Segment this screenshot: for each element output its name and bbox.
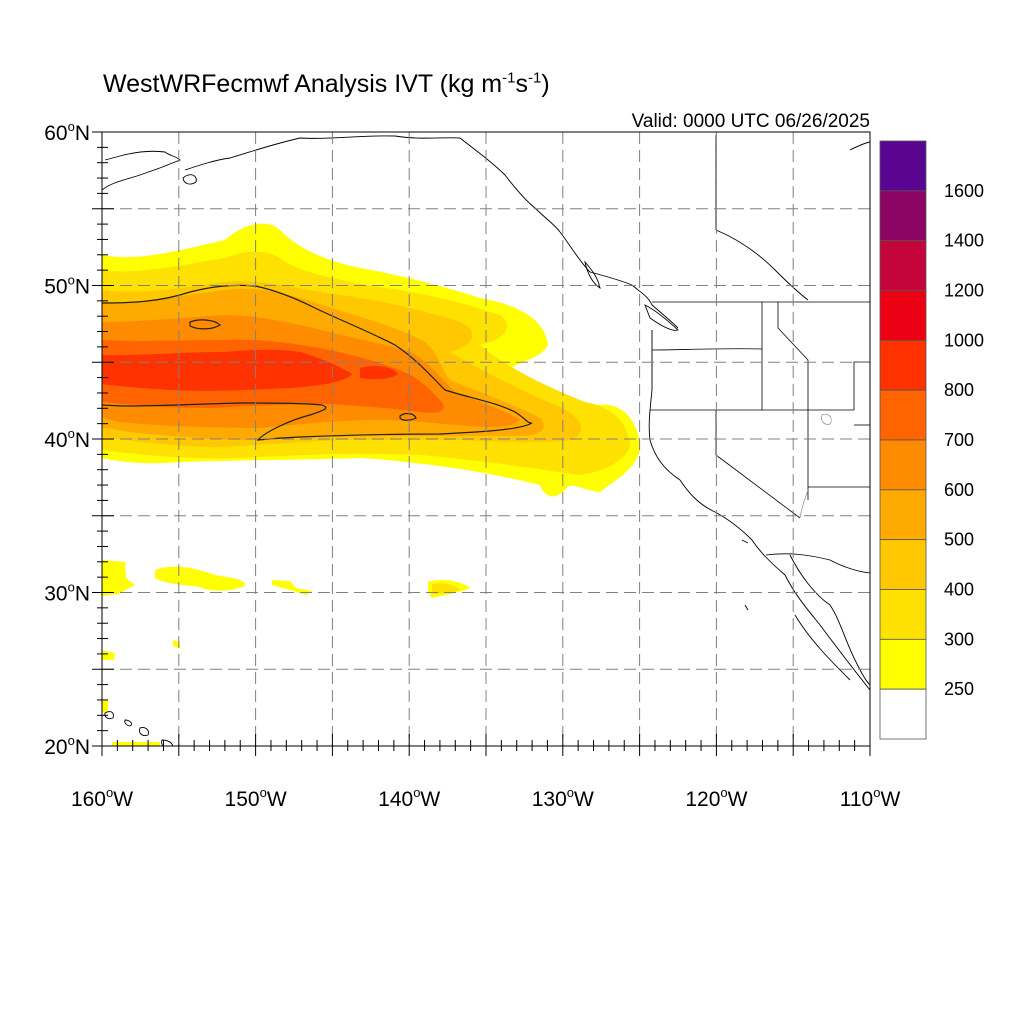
island-vancouver: [644, 304, 679, 331]
island-hawaii-3: [139, 727, 149, 736]
lon-label: 110oW: [840, 785, 901, 811]
tick-marks: [92, 131, 871, 756]
colorbar-label: 300: [944, 629, 974, 649]
colorbar-label: 250: [944, 679, 974, 699]
lake-great-salt: [821, 413, 832, 425]
lon-label: 120oW: [685, 785, 747, 811]
ivt-contour-line-500-inner: [189, 319, 221, 330]
lat-label: 20oN: [44, 733, 90, 759]
lon-label: 140oW: [378, 785, 440, 811]
colorbar-swatch: [879, 489, 927, 541]
colorbar-swatch: [879, 140, 927, 192]
island-channel: [741, 539, 749, 544]
colorbar-swatch: [879, 539, 927, 590]
coast-alaska-west: [102, 150, 181, 191]
ivt-contour-line-500: [102, 284, 533, 441]
island-haida: [584, 260, 601, 289]
lat-labels: 60oN 50oN 40oN 30oN 20oN: [44, 119, 90, 759]
coastlines: [102, 135, 870, 746]
border-wa-or: [651, 348, 763, 351]
valid-time: Valid: 0000 UTC 06/26/2025: [631, 111, 870, 132]
colorbar-label: 1200: [944, 281, 984, 301]
colorbar-swatch: [879, 389, 927, 441]
colorbar-swatch: [879, 638, 927, 690]
state-borders: [650, 301, 870, 574]
lon-labels: 160oW 150oW 140oW 130oW 120oW 110oW: [71, 785, 901, 811]
colorbar-swatch: [879, 240, 927, 291]
ivt-patch-250g: [112, 742, 160, 746]
coast-baja-gulf: [789, 554, 870, 686]
colorbar-swatch: [879, 339, 927, 391]
border-mexico: [765, 553, 870, 574]
ivt-patch-250a: [102, 560, 135, 596]
island-kodiak: [182, 174, 197, 185]
ivt-patch-250c: [272, 580, 312, 595]
border-id-mt: [777, 302, 809, 410]
coast-baja-west: [794, 614, 851, 681]
ivt-patch-250e: [102, 650, 115, 660]
island-hawaii-4: [161, 739, 174, 746]
colorbar-label: 1600: [944, 181, 984, 201]
river-colorado: [799, 489, 809, 519]
lakes-rivers: [715, 413, 832, 519]
ivt-patch-250h: [173, 640, 180, 648]
colorbar-swatch: [879, 439, 927, 491]
island-hawaii-1: [104, 711, 114, 720]
colorbar-label: 1000: [944, 330, 984, 350]
colorbar-label: 700: [944, 430, 974, 450]
colorbar-label: 500: [944, 530, 974, 550]
coast-northeast: [849, 141, 870, 151]
chart-title: WestWRFecmwf Analysis IVT (kg m-1s-1): [103, 69, 550, 98]
island-guadalupe: [744, 604, 749, 611]
ivt-patch-300a: [432, 583, 460, 594]
lat-label: 60oN: [44, 119, 90, 145]
island-hawaii-2: [124, 719, 133, 727]
coast-west-us: [648, 330, 870, 691]
lon-label: 160oW: [71, 785, 133, 811]
coast-alaska-south: [184, 135, 561, 233]
lon-label: 150oW: [225, 785, 287, 811]
lat-label: 30oN: [44, 580, 90, 606]
colorbar-label: 400: [944, 580, 974, 600]
ivt-blob-800: [360, 366, 398, 380]
border-ca-nv: [715, 410, 801, 519]
lat-label: 40oN: [44, 426, 90, 452]
lat-label: 50oN: [44, 273, 90, 299]
colorbar-swatch: [879, 688, 927, 740]
colorbar: 1600 1400 1200 1000 800 700 600 500 400 300 250: [879, 140, 984, 740]
colorbar-swatch: [879, 190, 927, 242]
border-ut-co: [853, 361, 870, 410]
gridlines: [102, 132, 870, 746]
colorbar-label: 1400: [944, 231, 984, 251]
ivt-field: [102, 223, 640, 746]
colorbar-swatch: [879, 290, 927, 341]
ivt-contour-800: [102, 349, 352, 391]
ivt-patch-250f: [102, 700, 108, 712]
lake-tahoe: [715, 454, 720, 459]
lon-label: 130oW: [532, 785, 594, 811]
colorbar-label: 800: [944, 380, 974, 400]
colorbar-swatch: [879, 589, 927, 640]
coast-bc: [559, 231, 679, 329]
colorbar-label: 600: [944, 480, 974, 500]
coast-hudson: [715, 229, 809, 301]
ivt-contour-line-500-small: [399, 412, 417, 421]
ivt-patch-250b: [155, 566, 245, 591]
